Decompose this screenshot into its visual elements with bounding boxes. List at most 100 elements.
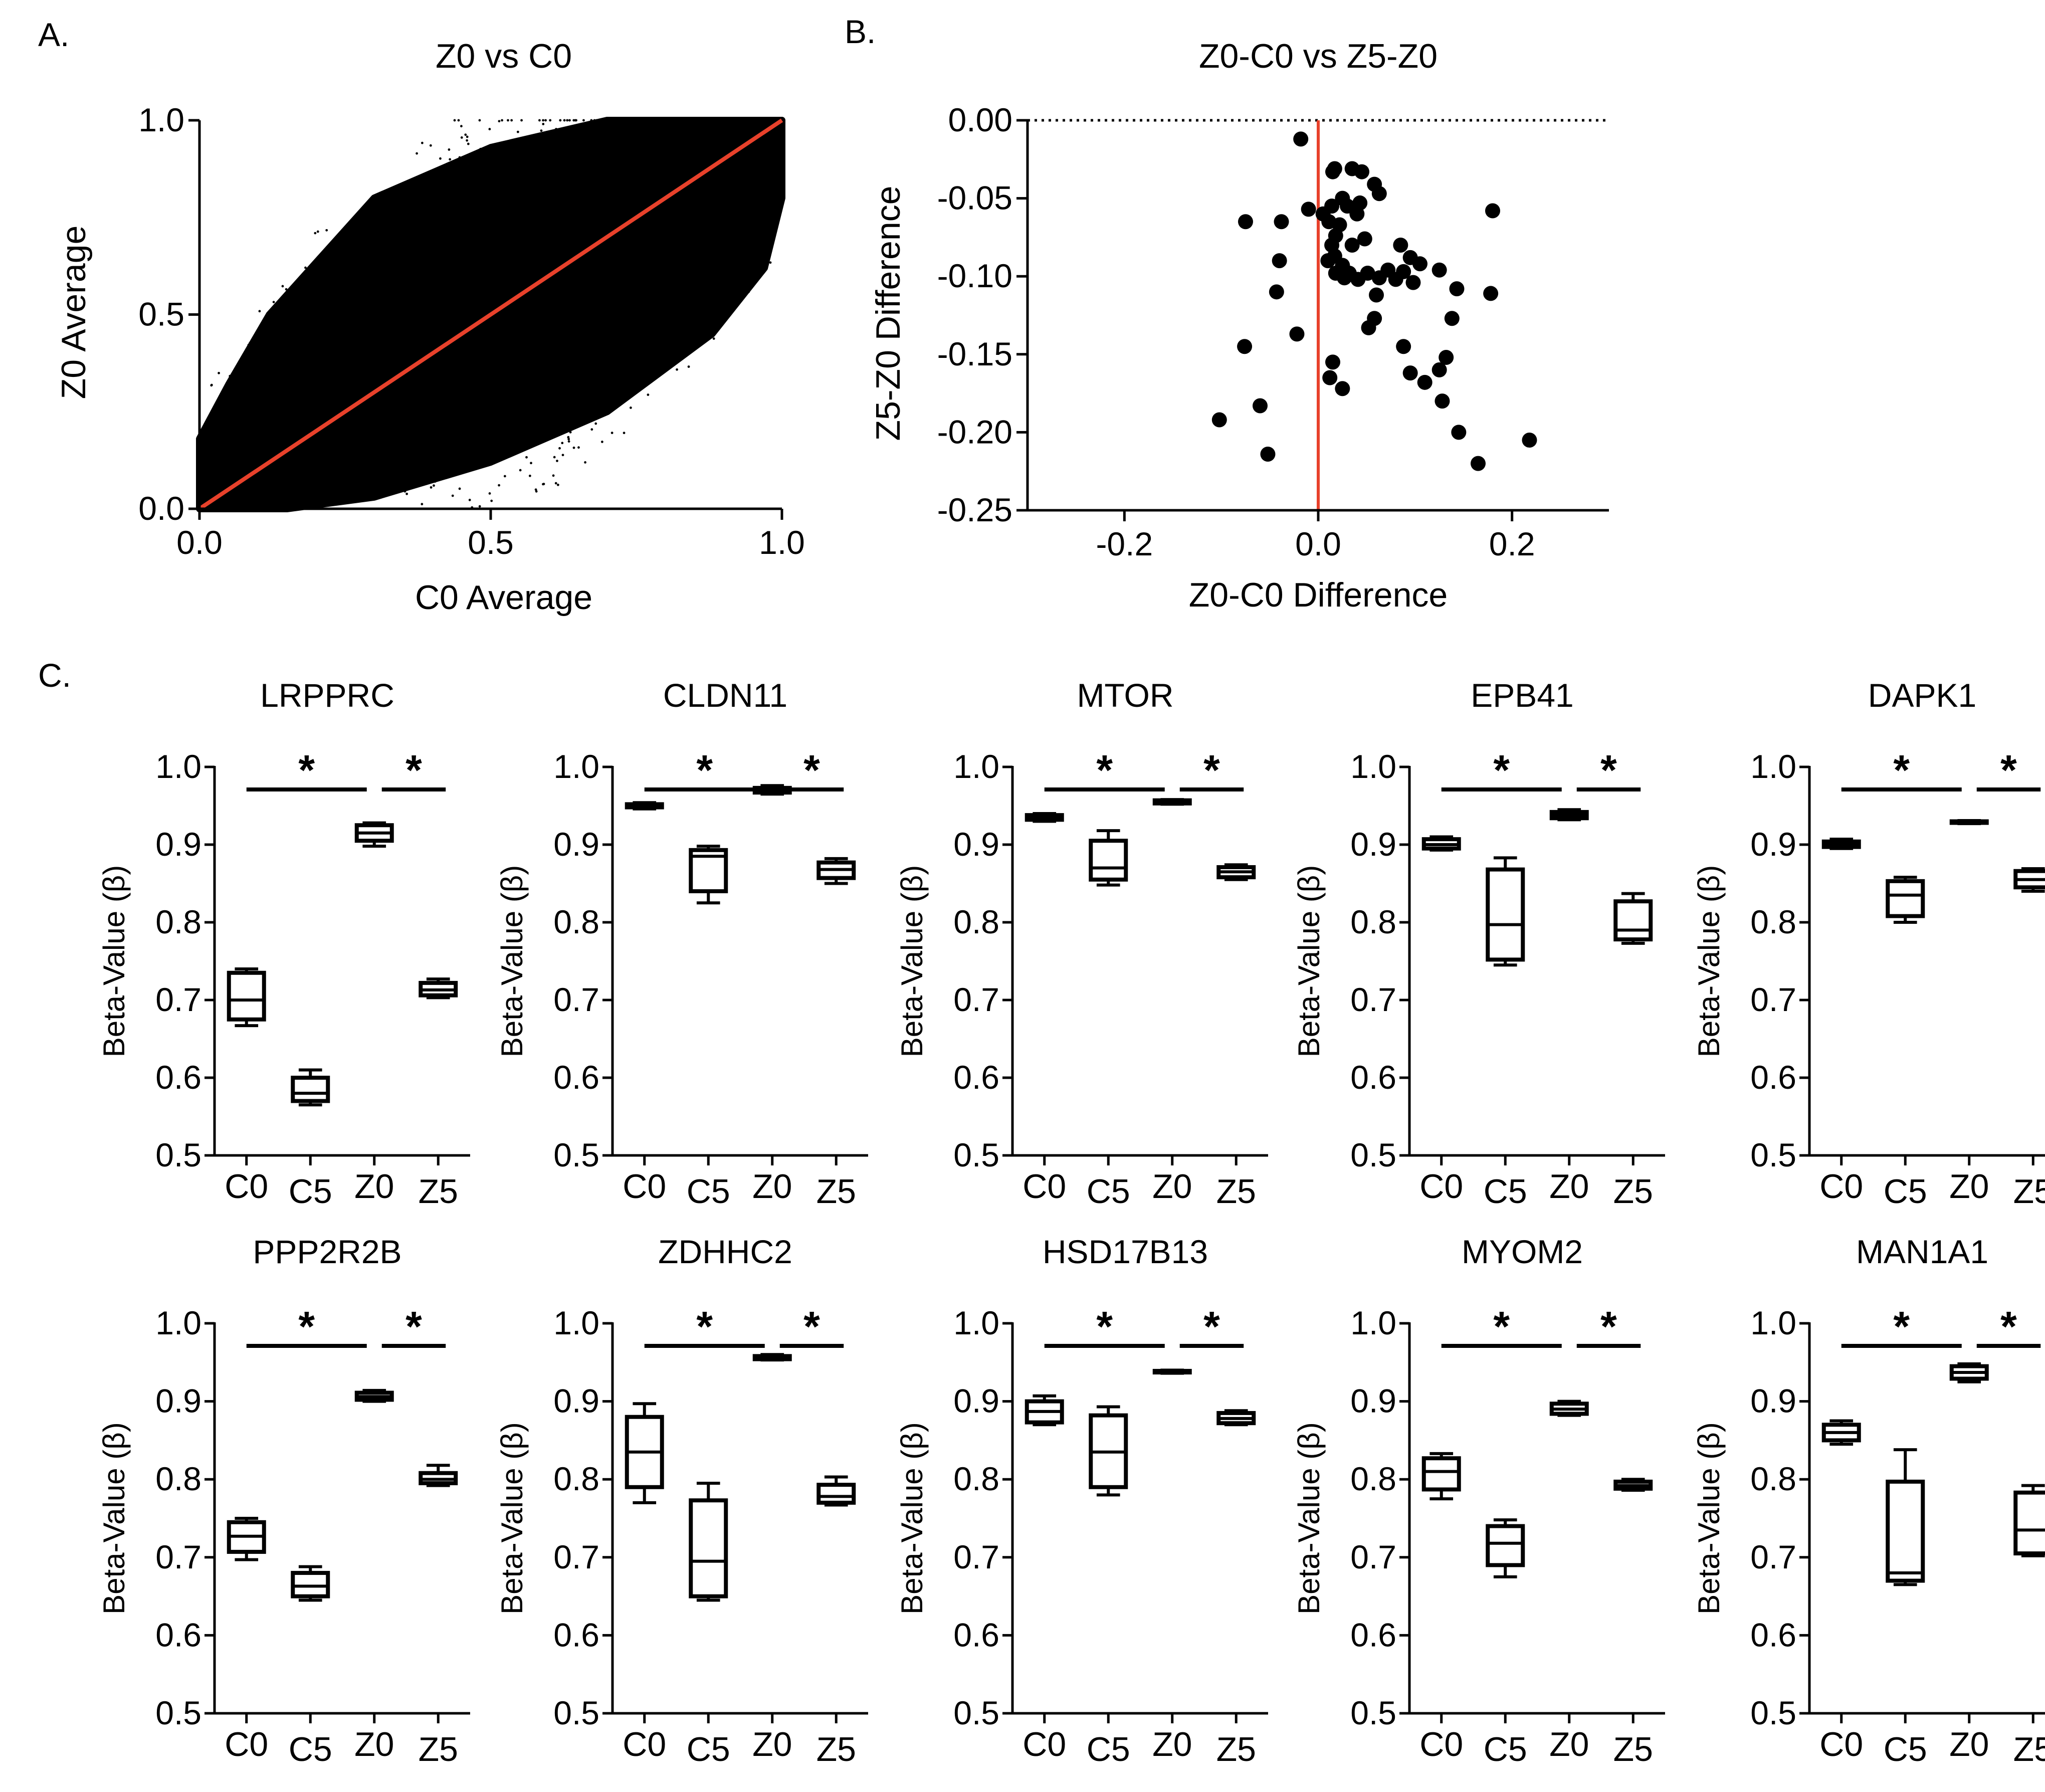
panel-a-point (452, 198, 455, 201)
scatter-panel-a: Z0 vs C0 C0 Average Z0 Average 0.0 0.5 1.0… (55, 37, 805, 617)
panel-a-point (774, 198, 777, 201)
boxplot-cldn11: CLDN11 Beta-Value (β) 0.5 0.6 0.7 0.8 0.9 1.0 C0… (495, 677, 868, 1211)
significance-star: * (1600, 1303, 1617, 1350)
panel-a-point (528, 442, 530, 445)
panel-a-point (719, 119, 721, 122)
boxplot-ytick-label: 0.5 (953, 1694, 999, 1731)
panel-a-point (238, 372, 241, 375)
panel-a-point (316, 307, 318, 310)
panel-a-point (405, 191, 407, 194)
boxplot-title: LRPPRC (260, 677, 394, 714)
panel-a-point (271, 344, 274, 346)
panel-a-point (693, 274, 696, 277)
boxplot-ytick-label: 1.0 (155, 1304, 201, 1341)
panel-a-point (563, 145, 566, 147)
panel-a-point (378, 199, 381, 202)
boxplot-ytick-label: 0.6 (953, 1059, 999, 1096)
significance-star: * (696, 746, 713, 793)
boxplot-ytick-label: 1.0 (1350, 1304, 1396, 1341)
panel-a-point (558, 447, 561, 450)
panel-a-point (750, 209, 753, 212)
panel-a-point (554, 482, 557, 485)
panel-a-point (583, 130, 586, 132)
panel-a-point (500, 159, 502, 162)
panel-a-point (674, 119, 676, 122)
panel-a-point (478, 119, 481, 122)
panel-a-point (512, 149, 515, 151)
boxplot-category-label: C5 (1884, 1730, 1927, 1768)
panel-b-ylabel: Z5-Z0 Difference (869, 186, 907, 441)
panel-a-point (567, 438, 570, 441)
panel-a-point (401, 212, 403, 215)
boxplot-box (227, 970, 266, 1022)
panel-a-point (568, 119, 571, 122)
boxplot-category-label: Z0 (1152, 1725, 1192, 1763)
panel-a-point (736, 268, 739, 271)
panel-a-point (429, 228, 432, 231)
boxplot-ytick-label: 0.9 (1750, 826, 1796, 863)
panel-a-point (623, 385, 626, 388)
panel-a-point (430, 486, 433, 489)
panel-b-point (1435, 393, 1450, 409)
panel-b-point (1237, 339, 1253, 354)
panel-b-point (1451, 425, 1467, 440)
boxplot-ylabel: Beta-Value (β) (1692, 1422, 1726, 1615)
panel-a-point (466, 135, 469, 138)
panel-a-point (633, 329, 636, 332)
panel-a-point (561, 454, 564, 457)
panel-a-point (489, 150, 492, 153)
panel-b-point (1444, 311, 1460, 326)
panel-a-point (631, 382, 634, 385)
panel-a-point (243, 405, 246, 408)
panel-b-point (1396, 339, 1411, 354)
boxplot-box (1486, 867, 1525, 962)
boxplot-category-label: C5 (1884, 1172, 1927, 1211)
boxplot-ytick-label: 0.5 (1750, 1136, 1796, 1173)
panel-a-point (712, 119, 715, 122)
panel-a-point (368, 236, 371, 239)
panel-a-point (563, 119, 566, 122)
panel-a-point (344, 248, 347, 251)
boxplot-ytick-label: 1.0 (953, 748, 999, 785)
boxplot-ytick-label: 0.6 (1350, 1616, 1396, 1653)
panel-a-point (689, 290, 692, 293)
panel-a-point (582, 119, 585, 122)
panel-a-point (549, 119, 552, 122)
boxplot-ytick-label: 0.5 (953, 1136, 999, 1173)
panel-a-point (746, 251, 749, 254)
panel-a-point (610, 345, 613, 348)
panel-a-point (508, 444, 511, 447)
boxplot-ytick-label: 0.8 (953, 1460, 999, 1497)
panel-a-point (449, 158, 452, 161)
panel-a-point (669, 328, 672, 331)
panel-a-point (514, 438, 516, 441)
panel-a-point (422, 193, 425, 196)
panel-a-point (698, 119, 700, 122)
boxplot-ytick-label: 0.9 (155, 826, 201, 863)
panel-a-point (584, 461, 586, 464)
panel-a-point (641, 339, 644, 342)
panel-a-point (745, 119, 748, 122)
panel-a-point (675, 119, 678, 122)
panel-a-point (426, 234, 428, 237)
panel-a-point (772, 235, 775, 238)
boxplot-ylabel: Beta-Value (β) (97, 1422, 131, 1615)
boxplot-category-label: Z5 (419, 1730, 458, 1768)
boxplot-category-label: C5 (289, 1730, 332, 1768)
panel-a-point (314, 232, 317, 235)
panel-a-point (687, 365, 690, 368)
panel-a-point (262, 386, 264, 389)
panel-a-point (503, 475, 506, 478)
panel-a-point (528, 474, 531, 477)
panel-a-point (210, 383, 213, 386)
panel-a-point (486, 198, 489, 201)
panel-a-point (201, 441, 204, 444)
panel-a-point (414, 191, 417, 194)
boxplot-ytick-label: 0.6 (1750, 1616, 1796, 1653)
panel-a-point (280, 323, 283, 326)
boxplot-category-label: Z0 (752, 1167, 792, 1206)
boxplot-category-label: Z5 (1216, 1730, 1256, 1768)
panel-a-point (628, 352, 631, 355)
panel-a-point (757, 263, 760, 266)
panel-a-point (265, 382, 267, 385)
